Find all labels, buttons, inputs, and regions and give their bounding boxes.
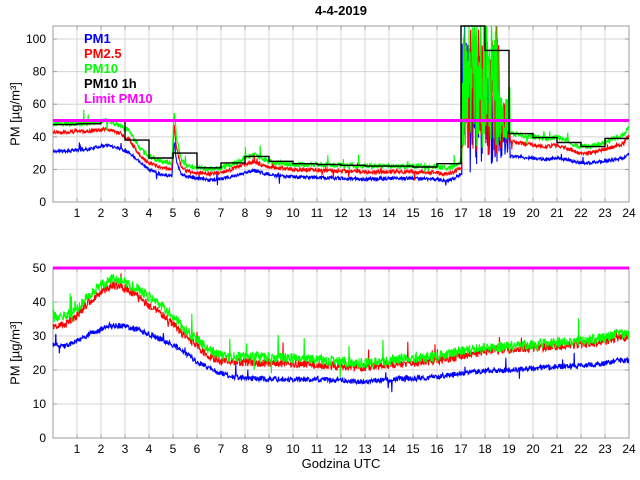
x-tick-label: 21 <box>550 442 564 456</box>
series-pm1-line <box>52 25 630 186</box>
y-tick-label: 100 <box>26 32 46 46</box>
x-tick-label: 20 <box>526 442 540 456</box>
y-tick-label: 50 <box>33 261 47 275</box>
x-tick-label: 5 <box>170 206 177 220</box>
x-tick-label: 8 <box>242 206 249 220</box>
x-tick-label: 19 <box>502 206 516 220</box>
series-pm1-line <box>52 320 630 393</box>
y-tick-label: 0 <box>39 195 46 209</box>
top-y-axis-label: PM [µg/m³] <box>7 82 23 146</box>
x-tick-label: 23 <box>598 442 612 456</box>
x-tick-label: 1 <box>74 442 81 456</box>
x-tick-label: 18 <box>478 206 492 220</box>
legend: PM1 PM2.5 PM10 PM10 1h Limit PM10 <box>84 31 153 106</box>
x-tick-label: 21 <box>550 206 564 220</box>
legend-item-pm2-5: PM2.5 <box>84 46 122 61</box>
x-tick-label: 10 <box>286 442 300 456</box>
legend-item-limit-pm10: Limit PM10 <box>84 91 153 106</box>
chart-title: 4-4-2019 <box>314 3 368 18</box>
series-pm10-line <box>52 274 630 378</box>
x-tick-label: 8 <box>242 442 249 456</box>
x-tick-label: 22 <box>574 206 588 220</box>
legend-item-pm10-1h: PM10 1h <box>84 76 137 91</box>
x-tick-label: 24 <box>622 442 636 456</box>
x-tick-label: 4 <box>146 442 153 456</box>
x-tick-label: 9 <box>266 442 273 456</box>
x-tick-label: 10 <box>286 206 300 220</box>
x-tick-label: 19 <box>502 442 516 456</box>
x-tick-label: 17 <box>454 442 468 456</box>
x-tick-label: 12 <box>334 442 348 456</box>
x-tick-label: 22 <box>574 442 588 456</box>
x-tick-label: 11 <box>311 206 324 220</box>
x-tick-label: 13 <box>358 206 372 220</box>
x-tick-label: 3 <box>122 442 129 456</box>
x-tick-label: 14 <box>382 442 396 456</box>
x-tick-label: 2 <box>98 442 105 456</box>
x-axis-label: Godzina UTC <box>301 456 381 471</box>
x-tick-label: 20 <box>526 206 540 220</box>
x-tick-label: 23 <box>598 206 612 220</box>
x-tick-label: 9 <box>266 206 273 220</box>
x-tick-label: 5 <box>170 442 177 456</box>
x-tick-label: 15 <box>406 206 420 220</box>
x-tick-label: 16 <box>430 442 444 456</box>
x-tick-label: 3 <box>122 206 129 220</box>
legend-item-pm10: PM10 <box>84 61 118 76</box>
y-tick-label: 10 <box>33 397 47 411</box>
y-tick-label: 20 <box>33 363 47 377</box>
y-tick-label: 30 <box>33 329 47 343</box>
x-tick-label: 6 <box>194 206 201 220</box>
y-tick-label: 40 <box>33 130 47 144</box>
x-tick-label: 15 <box>406 442 420 456</box>
x-tick-label: 2 <box>98 206 105 220</box>
x-tick-label: 13 <box>358 442 372 456</box>
x-tick-label: 7 <box>218 206 225 220</box>
legend-item-pm1: PM1 <box>84 31 111 46</box>
x-tick-label: 6 <box>194 442 201 456</box>
x-tick-label: 24 <box>622 206 636 220</box>
x-tick-label: 17 <box>454 206 468 220</box>
x-tick-label: 14 <box>382 206 396 220</box>
y-tick-label: 40 <box>33 295 47 309</box>
x-tick-label: 16 <box>430 206 444 220</box>
x-tick-label: 18 <box>478 442 492 456</box>
y-tick-label: 80 <box>33 65 47 79</box>
x-tick-label: 4 <box>146 206 153 220</box>
x-tick-label: 11 <box>311 442 324 456</box>
x-tick-label: 7 <box>218 442 225 456</box>
series-pm2-5-line <box>52 25 630 181</box>
y-tick-label: 20 <box>33 162 47 176</box>
x-tick-label: 12 <box>334 206 348 220</box>
bottom-y-axis-label: PM [µg/m³] <box>7 321 23 385</box>
y-tick-label: 0 <box>39 431 46 445</box>
x-tick-label: 1 <box>74 206 81 220</box>
series-pm10-1h-line <box>53 25 629 169</box>
y-tick-label: 60 <box>33 97 47 111</box>
